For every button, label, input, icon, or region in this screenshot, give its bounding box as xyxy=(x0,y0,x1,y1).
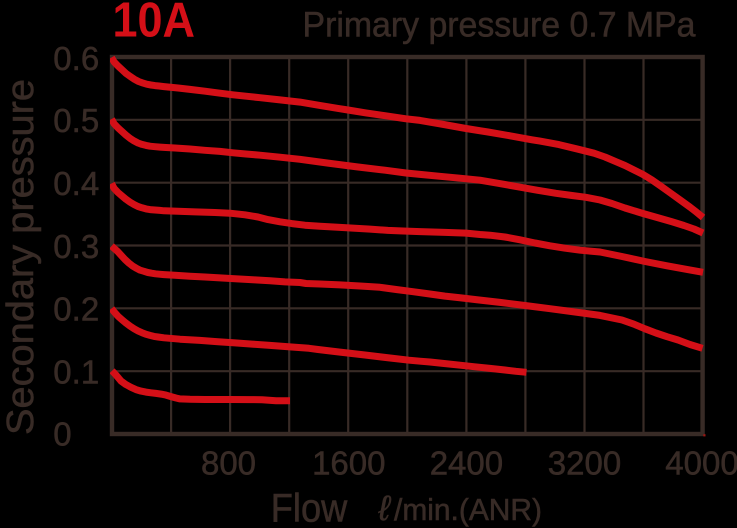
svg-text:800: 800 xyxy=(201,445,256,482)
svg-text:Secondary pressure: Secondary pressure xyxy=(0,79,42,435)
svg-text:0.2: 0.2 xyxy=(53,291,99,328)
svg-text:/min.(ANR): /min.(ANR) xyxy=(394,493,542,527)
svg-text:Flow: Flow xyxy=(271,487,348,528)
svg-text:4000: 4000 xyxy=(665,445,737,482)
svg-text:1600: 1600 xyxy=(312,445,385,482)
svg-text:0.3: 0.3 xyxy=(53,228,99,265)
svg-text:0.4: 0.4 xyxy=(53,165,99,202)
svg-text:0.6: 0.6 xyxy=(53,40,99,77)
svg-text:2400: 2400 xyxy=(430,445,503,482)
svg-text:Primary pressure 0.7 MPa: Primary pressure 0.7 MPa xyxy=(303,5,697,44)
svg-text:0.1: 0.1 xyxy=(53,354,99,391)
svg-text:3200: 3200 xyxy=(548,445,621,482)
svg-text:0.5: 0.5 xyxy=(53,102,99,139)
svg-text:10A: 10A xyxy=(113,0,196,47)
svg-text:0: 0 xyxy=(53,416,71,453)
svg-text:ℓ: ℓ xyxy=(378,489,392,528)
